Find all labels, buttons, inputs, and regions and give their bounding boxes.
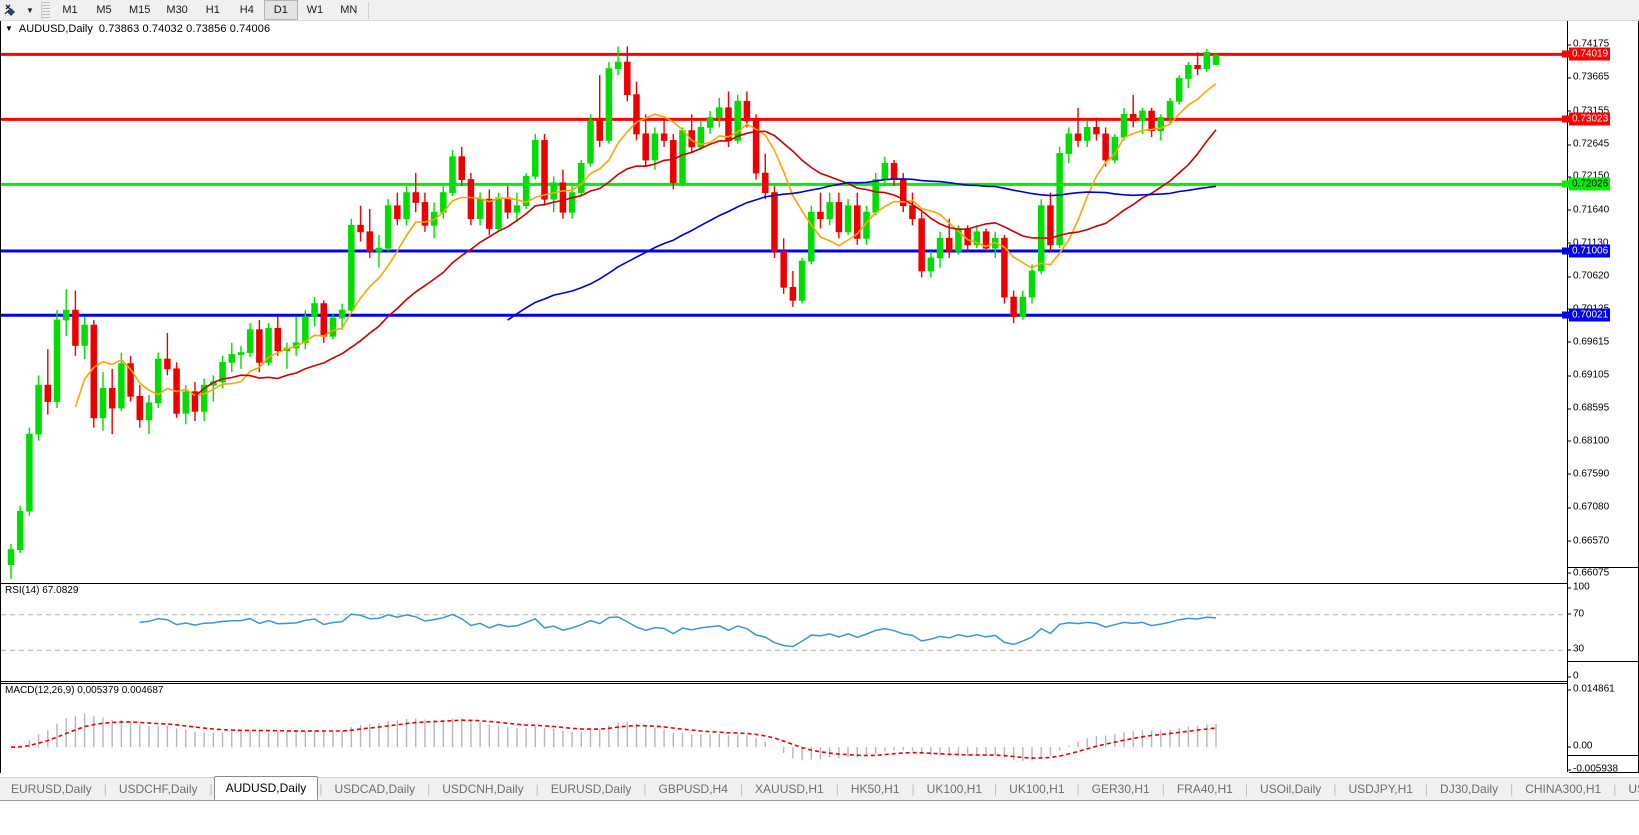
price-level-handle[interactable]	[1562, 115, 1569, 123]
tab-separator: |	[835, 782, 839, 796]
chart-tab-eurusd-daily[interactable]: EURUSD,Daily	[550, 782, 632, 796]
chart-tab-usoil-h1[interactable]: USOil,H1	[1628, 782, 1639, 796]
timeframe-button-m5[interactable]: M5	[96, 4, 112, 16]
tab-separator: |	[1333, 782, 1337, 796]
timeframe-group: M1 M5 M15 M30 H1 H4 D1 W1 MN	[53, 0, 366, 21]
macd-tick: 0.00	[1567, 740, 1593, 752]
price-tick: 0.73155	[1567, 105, 1610, 117]
chart-tab-uk100-h1[interactable]: UK100,H1	[1009, 782, 1065, 796]
price-tick: 0.66075	[1567, 567, 1610, 579]
timeframe-button-h4[interactable]: H4	[239, 4, 254, 16]
price-tick: 0.69105	[1567, 369, 1610, 381]
price-level-badge[interactable]: 0.71006	[1569, 244, 1611, 258]
price-tick: 0.71640	[1567, 204, 1610, 216]
chart-tab-gbpusd-h4[interactable]: GBPUSD,H4	[658, 782, 728, 796]
chart-tab-fra40-h1[interactable]: FRA40,H1	[1176, 782, 1233, 796]
toolbar-grip[interactable]	[41, 1, 50, 19]
chart-tab-usdcnh-daily[interactable]: USDCNH,Daily	[442, 782, 524, 796]
timeframe-button-mn[interactable]: MN	[340, 4, 358, 16]
price-tick: 0.67080	[1567, 501, 1610, 513]
macd-label: MACD(12,26,9) 0,005379 0.004687	[5, 685, 164, 696]
price-level-handle[interactable]	[1562, 50, 1569, 58]
tab-separator: |	[1244, 782, 1248, 796]
tab-separator: |	[911, 782, 915, 796]
price-level-handle[interactable]	[1562, 311, 1569, 319]
price-tick: 0.72645	[1567, 138, 1610, 150]
timeframe-button-m15[interactable]: M15	[129, 4, 151, 16]
tab-separator: |	[1613, 782, 1617, 796]
chart-title-bar: ▼ AUDUSD,Daily 0.73863 0.74032 0.73856 0…	[1, 21, 1569, 36]
price-pane[interactable]	[1, 36, 1569, 581]
price-tick: 0.72150	[1567, 170, 1610, 182]
tab-separator: |	[427, 782, 431, 796]
tab-separator: |	[1510, 782, 1514, 796]
tab-separator: |	[1076, 782, 1080, 796]
macd-tick: -0.005938	[1567, 763, 1619, 775]
price-tick: 0.73665	[1567, 71, 1610, 83]
macd-chart	[10, 713, 1217, 762]
price-tick: 0.71130	[1567, 237, 1609, 249]
rsi-tick: 70	[1567, 608, 1585, 620]
rsi-tick: 0	[1568, 670, 1579, 682]
chart-symbol-label: AUDUSD,Daily	[18, 22, 93, 35]
chart-tab-ger30-h1[interactable]: GER30,H1	[1091, 782, 1150, 796]
rsi-label: RSI(14) 67.0829	[5, 585, 79, 596]
tab-separator: |	[994, 782, 998, 796]
tab-separator: |	[209, 782, 213, 796]
price-tick: 0.70620	[1567, 270, 1610, 282]
rsi-tick: 30	[1567, 643, 1585, 655]
timeframe-button-m1[interactable]: M1	[62, 4, 78, 16]
chart-tabs: EURUSD,Daily | USDCHF,Daily | AUDUSD,Daily | U…	[0, 776, 1639, 801]
timeframe-button-w1[interactable]: W1	[306, 4, 324, 16]
crosshair-icon[interactable]	[0, 1, 22, 20]
price-tick: 0.69615	[1567, 336, 1610, 348]
chart-tab-audusd-daily[interactable]: AUDUSD,Daily	[213, 776, 319, 800]
tab-separator: |	[1424, 782, 1429, 796]
tab-separator: |	[1161, 782, 1165, 796]
chart-tab-hk50-h1[interactable]: HK50,H1	[850, 782, 900, 796]
chart-tab-usdjpy-h1[interactable]: USDJPY,H1	[1348, 782, 1413, 796]
toolbar-divider	[367, 1, 369, 19]
price-level-badge[interactable]: 0.73023	[1569, 112, 1611, 126]
tab-separator: |	[643, 782, 647, 796]
price-tick: 0.68100	[1567, 435, 1610, 447]
price-level-badge[interactable]: 0.74019	[1569, 47, 1611, 61]
chart-tab-uk100-h1[interactable]: UK100,H1	[926, 782, 983, 796]
chart-tab-usdchf-daily[interactable]: USDCHF,Daily	[118, 782, 198, 796]
tab-separator: |	[739, 782, 744, 796]
price-tick: 0.68595	[1567, 402, 1610, 414]
tab-separator: |	[103, 782, 107, 796]
rsi-chart	[1, 613, 1569, 651]
chart-ohlc-values: 0.73863 0.74032 0.73856 0.74006	[98, 22, 271, 35]
timeframe-button-m30[interactable]: M30	[166, 4, 188, 16]
macd-pane[interactable]: MACD(12,26,9) 0,005379 0.004687	[1, 683, 1569, 776]
price-tick: 0.66570	[1567, 535, 1610, 547]
rsi-pane[interactable]: RSI(14) 67.0829	[1, 583, 1569, 682]
chart-tab-usoil-daily[interactable]: USOil,Daily	[1259, 782, 1322, 796]
tab-separator: |	[535, 782, 539, 796]
chevron-down-icon[interactable]: ▼	[26, 5, 34, 15]
timeframe-button-h1[interactable]: H1	[205, 4, 220, 16]
price-level-badge[interactable]: 0.72026	[1569, 177, 1611, 191]
price-tick: 0.67590	[1567, 468, 1610, 480]
macd-tick: 0.014861	[1568, 683, 1615, 695]
timeframe-button-d1[interactable]: D1	[263, 0, 298, 20]
candlestick-chart	[1, 46, 1569, 580]
rsi-tick: 100	[1568, 581, 1590, 593]
price-scale[interactable]: 0.74175 0.73665 0.73155 0.72645 0.72150 0.716…	[1562, 21, 1638, 775]
chart-tab-eurusd-daily[interactable]: EURUSD,Daily	[11, 782, 92, 796]
main-toolbar: ▼ M1 M5 M15 M30 H1 H4 D1 W1 MN	[0, 0, 1639, 21]
chart-window: ▼ AUDUSD,Daily 0.73863 0.74032 0.73856 0…	[0, 21, 1639, 793]
chart-tab-china300-h1[interactable]: CHINA300,H1	[1525, 782, 1602, 796]
price-tick: 0.74175	[1567, 38, 1610, 50]
price-level-handle[interactable]	[1562, 180, 1569, 188]
chart-tab-dj30-daily[interactable]: DJ30,Daily	[1440, 782, 1499, 796]
chart-tab-xauusd-h1[interactable]: XAUUSD,H1	[755, 782, 824, 796]
chart-tabstrip: EURUSD,Daily | USDCHF,Daily | AUDUSD,Daily | U…	[0, 773, 1639, 835]
chart-tab-usdcad-daily[interactable]: USDCAD,Daily	[334, 782, 416, 796]
tab-separator: |	[319, 782, 323, 796]
price-level-handle[interactable]	[1562, 247, 1569, 255]
price-level-badge[interactable]: 0.70021	[1569, 308, 1611, 322]
triangle-down-icon[interactable]: ▼	[5, 23, 13, 33]
